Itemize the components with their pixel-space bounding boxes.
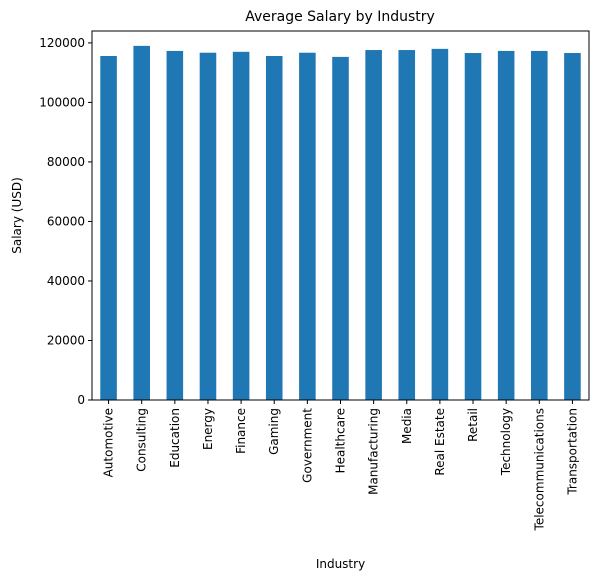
x-tick-label: Transportation	[565, 408, 579, 496]
y-tick-label: 100000	[39, 95, 85, 109]
y-axis-label: Salary (USD)	[10, 177, 24, 254]
y-tick-label: 40000	[47, 274, 85, 288]
y-tick-label: 20000	[47, 333, 85, 347]
x-tick-label: Healthcare	[334, 408, 348, 473]
bar-transportation	[564, 53, 581, 401]
bar-finance	[232, 51, 250, 400]
y-tick-label: 120000	[39, 36, 85, 50]
x-axis: Automotive Consulting Education Energy Finan…	[102, 400, 579, 531]
bar-real-estate	[431, 48, 449, 401]
bar-healthcare	[332, 56, 349, 400]
x-tick-label: Gaming	[267, 408, 281, 455]
chart-title: Average Salary by Industry	[245, 9, 435, 25]
x-tick-label: Finance	[234, 408, 248, 454]
x-tick-label: Energy	[201, 408, 215, 450]
y-axis: 0 20000 40000 60000 80000 100000 120000	[39, 36, 92, 407]
y-tick-label: 80000	[47, 155, 85, 169]
x-tick-label: Retail	[466, 408, 480, 442]
x-tick-label: Education	[168, 408, 182, 468]
bar-telecommunications	[531, 50, 548, 401]
bar-retail	[464, 53, 482, 401]
bar-gaming	[265, 55, 283, 401]
x-tick-label: Media	[400, 408, 414, 444]
x-tick-label: Real Estate	[433, 408, 447, 476]
bar-manufacturing	[365, 50, 382, 400]
bar-government	[299, 52, 316, 400]
bars-group	[100, 45, 581, 401]
y-tick-label: 60000	[47, 214, 85, 228]
x-tick-label: Consulting	[135, 408, 149, 472]
bar-automotive	[100, 55, 117, 401]
bar-media	[398, 50, 416, 400]
bar-consulting	[133, 45, 150, 401]
x-tick-label: Telecommunications	[532, 408, 546, 531]
x-tick-label: Manufacturing	[367, 408, 381, 495]
bar-energy	[199, 52, 217, 400]
x-tick-label: Government	[300, 408, 314, 483]
bar-education	[166, 50, 184, 401]
x-tick-label: Automotive	[102, 408, 116, 477]
y-tick-label: 0	[77, 393, 85, 407]
x-axis-label: Industry	[316, 557, 365, 571]
x-tick-label: Technology	[499, 408, 513, 476]
plot-frame	[91, 30, 590, 401]
bar-technology	[497, 50, 515, 401]
